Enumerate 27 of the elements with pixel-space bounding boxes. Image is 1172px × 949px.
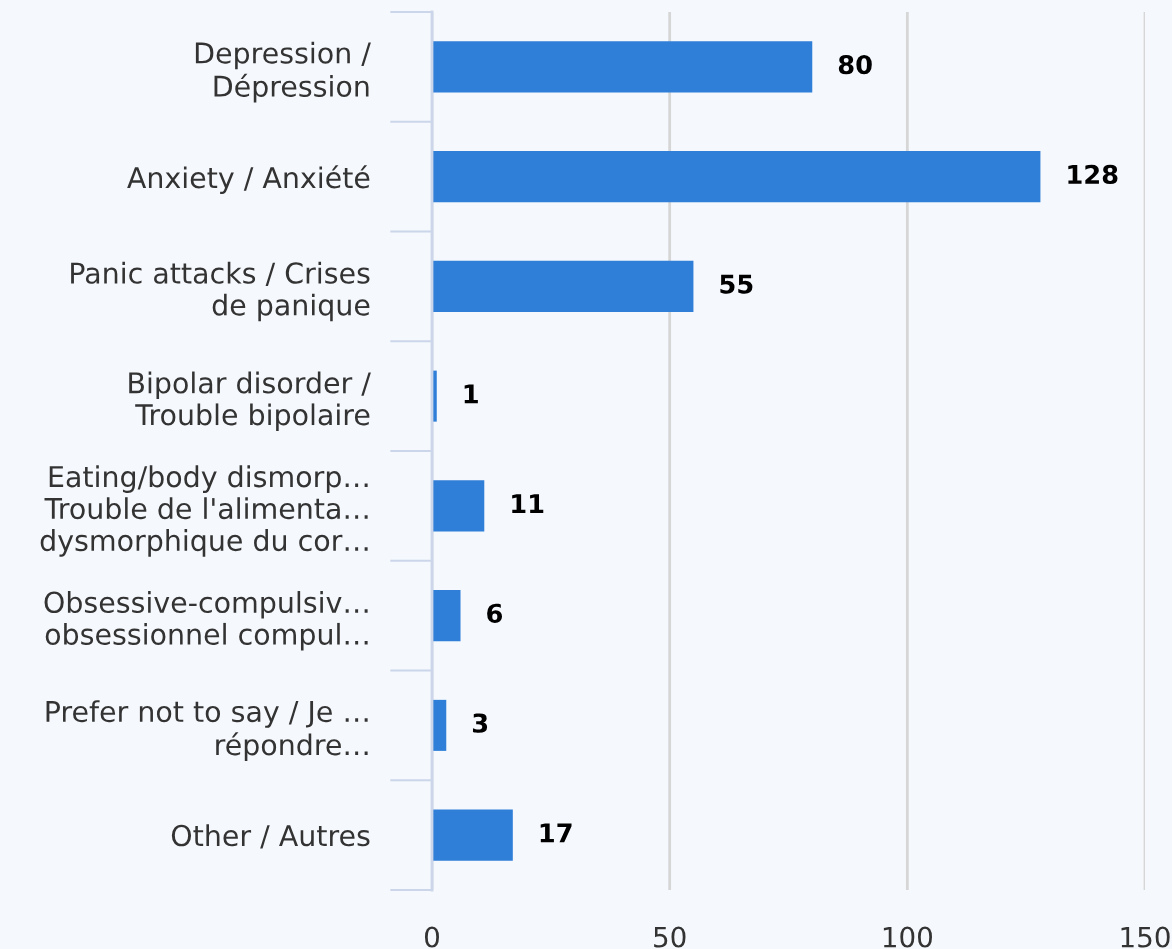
x-tick-label: 0 [424, 926, 439, 948]
data-label: 80 [838, 54, 872, 75]
bar [432, 699, 447, 751]
bar [432, 809, 513, 861]
bar [432, 260, 694, 312]
data-label: 128 [1068, 164, 1118, 185]
y-tick-label: Other / Autres [171, 824, 370, 849]
y-tick-label: Anxiety / Anxiété [127, 165, 370, 194]
y-tick-label: Obsessive-compulsiv… obsessionnel compul… [44, 591, 368, 651]
x-tick-label: 50 [654, 926, 686, 948]
bar [432, 41, 813, 93]
data-label: 11 [512, 494, 544, 513]
bar [432, 480, 485, 532]
data-label: 3 [472, 713, 488, 733]
y-tick-label: Panic attacks / Crises de panique [71, 261, 370, 322]
y-tick-label: Depression / Dépression [195, 41, 371, 103]
bar [432, 151, 1041, 203]
x-tick-label: 100 [883, 926, 932, 948]
bar [432, 590, 461, 642]
data-label: 1 [464, 384, 478, 404]
data-label: 55 [720, 274, 753, 294]
data-label: 6 [487, 603, 503, 624]
data-label: 17 [540, 823, 572, 843]
y-tick-label: Prefer not to say / Je … répondre… [46, 700, 368, 762]
y-tick-label: Bipolar disorder / Trouble bipolaire [129, 371, 371, 431]
y-tick-label: Eating/body dismorp… Trouble de l'alimenta… dysmorphique du cor… [40, 465, 368, 557]
x-tick-label: 150 [1121, 926, 1170, 948]
